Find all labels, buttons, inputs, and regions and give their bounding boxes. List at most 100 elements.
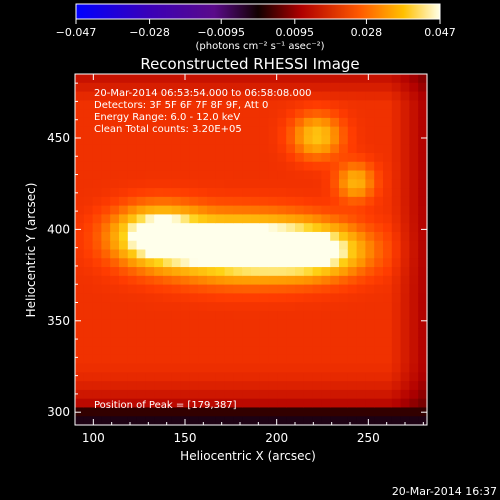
heatmap-cell [339,223,349,233]
heatmap-cell [259,179,270,189]
heatmap-cell [224,381,234,391]
heatmap-cell [303,407,314,417]
heatmap-cell [224,310,234,321]
heatmap-cell [391,319,402,330]
heatmap-cell [171,214,182,224]
heatmap-cell [391,381,402,391]
heatmap-cell [119,346,129,356]
heatmap-cell [163,398,173,409]
heatmap-cell [83,346,94,356]
heatmap-cell [251,144,261,154]
heatmap-cell [92,284,102,294]
heatmap-cell [215,310,226,321]
heatmap-cell [374,302,384,312]
heatmap-cell [75,179,85,189]
heatmap-cell [163,188,173,198]
heatmap-cell [391,267,402,277]
heatmap-cell [374,196,384,207]
heatmap-cell [409,267,419,277]
heatmap-cell [171,126,182,137]
heatmap-cell [374,205,384,216]
annotation-time-range: 20-Mar-2014 06:53:54.000 to 06:58:08.000 [94,88,312,99]
heatmap-cell [409,170,419,180]
heatmap-cell [391,363,402,373]
heatmap-cell [251,389,261,400]
heatmap-cell [189,293,199,303]
heatmap-cell [75,117,85,128]
heatmap-cell [136,223,146,233]
heatmap-cell [251,310,261,321]
heatmap-cell [339,161,349,172]
heatmap-cell [259,161,270,172]
heatmap-cell [163,161,173,172]
heatmap-cell [233,91,243,101]
heatmap-cell [286,398,296,409]
heatmap-cell [400,328,410,338]
heatmap-cell [75,223,85,233]
heatmap-cell [145,354,155,365]
heatmap-cell [347,319,358,330]
heatmap-cell [242,354,252,365]
heatmap-cell [374,310,384,321]
heatmap-cell [224,82,234,93]
heatmap-cell [171,372,182,382]
heatmap-cell [75,126,85,137]
heatmap-cell [145,109,155,119]
heatmap-cell [207,231,217,242]
heatmap-cell [110,319,120,330]
heatmap-cell [347,346,358,356]
heatmap-cell [83,302,94,312]
heatmap-cell [83,91,94,101]
heatmap-cell [321,82,331,93]
heatmap-cell [339,310,349,321]
heatmap-cell [163,302,173,312]
heatmap-cell [409,354,419,365]
heatmap-cell [400,179,410,189]
heatmap-cell [189,363,199,373]
heatmap-cell [365,354,375,365]
heatmap-cell [119,407,129,417]
heatmap-cell [215,275,226,286]
heatmap-cell [277,100,287,110]
heatmap-cell [409,258,419,268]
heatmap-cell [127,188,138,198]
heatmap-cell [251,91,261,101]
heatmap-cell [418,91,428,101]
heatmap-cell [268,275,278,286]
heatmap-cell [83,196,94,207]
heatmap-cell [356,293,366,303]
heatmap-cell [224,240,234,251]
heatmap-cell [286,188,296,198]
heatmap-cell [224,302,234,312]
heatmap-cell [374,284,384,294]
heatmap-cell [224,117,234,128]
heatmap-cell [400,135,410,145]
heatmap-cell [251,372,261,382]
heatmap-cell [171,100,182,110]
heatmap-cell [145,74,155,84]
heatmap-cell [418,267,428,277]
heatmap-cell [339,74,349,84]
heatmap-cell [215,205,226,216]
heatmap-cell [198,398,208,409]
heatmap-cell [312,100,322,110]
heatmap-cell [303,354,314,365]
heatmap-cell [286,389,296,400]
heatmap-cell [259,240,270,251]
heatmap-cell [418,170,428,180]
heatmap-cell [400,258,410,268]
heatmap-cell [189,117,199,128]
heatmap-cell [356,354,366,365]
heatmap-cell [224,231,234,242]
heatmap-cell [312,275,322,286]
heatmap-cell [233,337,243,347]
heatmap-cell [347,117,358,128]
heatmap-cell [277,240,287,251]
heatmap-cell [268,310,278,321]
heatmap-cell [110,144,120,154]
heatmap-cell [286,354,296,365]
colorbar-unit-label: (photons cm⁻² s⁻¹ asec⁻²) [195,41,324,52]
heatmap-cell [330,328,340,338]
heatmap-cell [409,337,419,347]
heatmap-cell [242,310,252,321]
